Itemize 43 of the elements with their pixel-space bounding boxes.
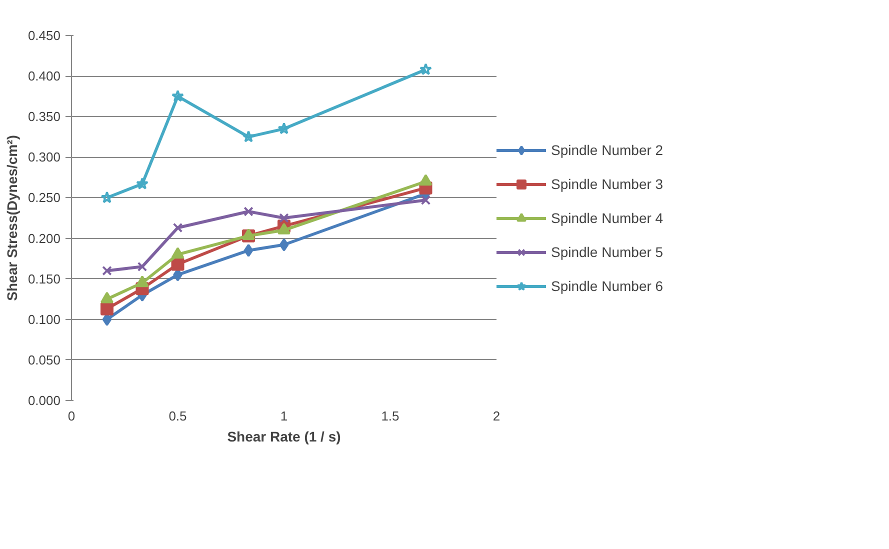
point (137, 262, 148, 272)
point (279, 213, 289, 223)
point (171, 258, 184, 271)
point (420, 195, 431, 206)
point (100, 191, 114, 204)
point (136, 276, 149, 288)
legend-label: Spindle Number 5 (551, 244, 664, 260)
y-tick-label: 0.150 (28, 271, 61, 286)
x-axis-title: Shear Rate (1 / s) (227, 428, 341, 444)
point (100, 292, 114, 304)
point (172, 222, 183, 233)
point (244, 244, 254, 257)
y-tick-label: 0.350 (28, 109, 61, 124)
point (102, 266, 112, 276)
point (279, 238, 289, 252)
x-tick-label: 1 (280, 408, 288, 424)
y-tick-label: 0.300 (28, 150, 61, 165)
legend-label: Spindle Number 3 (551, 176, 664, 192)
y-tick-label: 0.050 (28, 352, 61, 368)
y-tick-label: 0.100 (28, 312, 61, 327)
legend-label: Spindle Number 6 (551, 278, 664, 294)
point (244, 206, 254, 216)
x-tick-label: 2 (492, 408, 500, 424)
y-tick-label: 0.200 (28, 230, 61, 246)
y-tick-label: 0.450 (28, 28, 61, 43)
point (172, 90, 184, 102)
point (242, 130, 255, 142)
point (100, 302, 114, 316)
y-axis-title: Shear Stress(Dynes/cm²) (4, 135, 20, 301)
point (278, 122, 290, 134)
y-tick-label: 0.400 (28, 68, 61, 84)
y-tick-label: 0.000 (28, 393, 61, 408)
point (420, 63, 432, 76)
point (171, 247, 184, 259)
legend-label: Spindle Number 4 (551, 210, 664, 226)
legend-label: Spindle Number 2 (551, 142, 664, 158)
y-tick-label: 0.250 (28, 190, 61, 206)
x-tick-label: 1.5 (381, 408, 400, 424)
point (419, 174, 432, 186)
x-tick-label: 0.5 (168, 408, 187, 424)
x-tick-label: 0 (68, 408, 76, 424)
point (278, 222, 290, 234)
point (136, 177, 148, 190)
